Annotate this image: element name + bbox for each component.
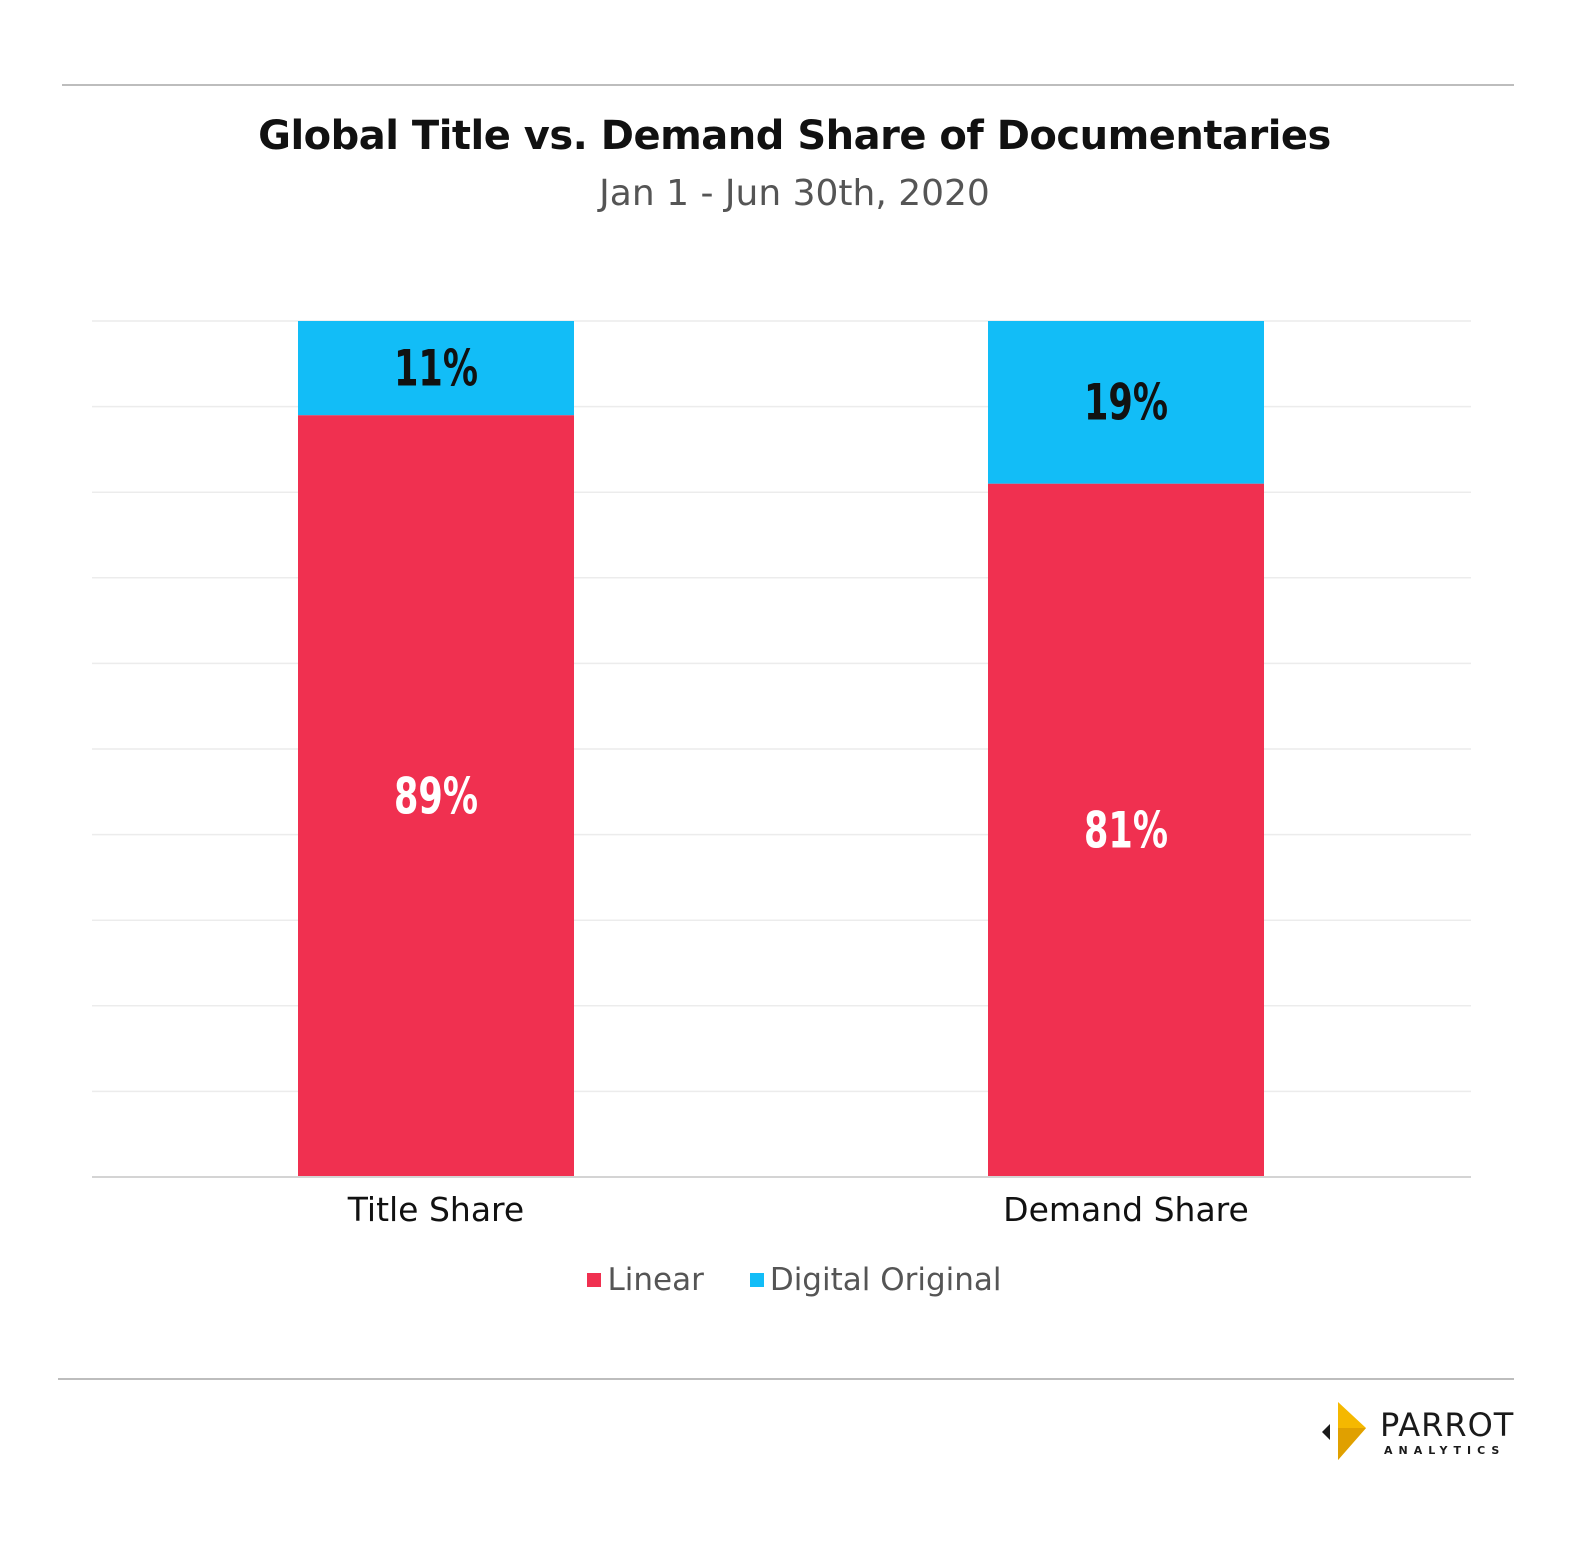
bottom-divider <box>58 1378 1514 1380</box>
chart-subtitle: Jan 1 - Jun 30th, 2020 <box>599 173 990 214</box>
parrot-logo-icon <box>1322 1402 1366 1460</box>
data-label: 19% <box>1084 373 1168 432</box>
legend-item-digital-original[interactable]: Digital Original <box>749 1262 1002 1298</box>
parrot-analytics-logo: PARROT ANALYTICS <box>1318 1398 1518 1468</box>
data-label: 11% <box>394 339 478 398</box>
top-divider <box>62 84 1514 86</box>
bar-digital-original-demand-share <box>988 321 1264 484</box>
data-label: 81% <box>1084 801 1168 860</box>
bar-digital-original-title-share <box>298 321 574 416</box>
logo-sub: ANALYTICS <box>1384 1444 1506 1457</box>
legend-swatch-linear <box>587 1273 602 1287</box>
bar-linear-demand-share <box>988 483 1264 1177</box>
x-tick-label: Title Share <box>347 1190 524 1229</box>
bar-linear-title-share <box>298 415 574 1177</box>
x-tick-label: Demand Share <box>1003 1190 1249 1229</box>
chart-title: Global Title vs. Demand Share of Documen… <box>258 113 1331 159</box>
legend: Linear Digital Original <box>0 1262 1589 1298</box>
logo-name: PARROT <box>1380 1406 1515 1444</box>
legend-swatch-digital-original <box>749 1273 764 1287</box>
legend-item-linear[interactable]: Linear <box>587 1262 704 1298</box>
legend-label-linear: Linear <box>607 1262 704 1298</box>
legend-label-digital-original: Digital Original <box>769 1262 1002 1298</box>
data-label: 89% <box>394 767 478 826</box>
